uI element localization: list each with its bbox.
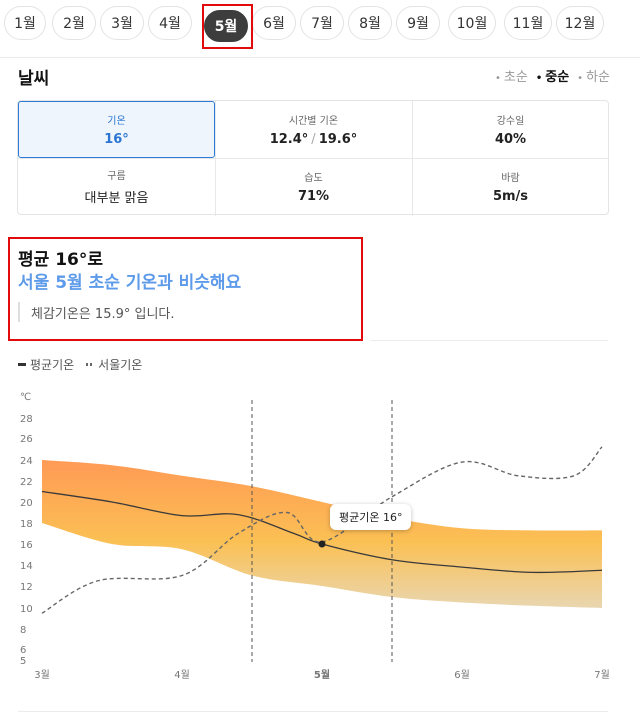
legend-item-average: 평균기온 — [18, 356, 74, 373]
cell-label: 바람 — [501, 173, 520, 184]
feels-like-text: 체감기온은 15.9° 입니다. — [18, 302, 175, 322]
cell-label: 시간별 기온 — [288, 116, 339, 127]
month-tab-8[interactable]: 8월 — [348, 6, 392, 40]
month-tab-6[interactable]: 6월 — [252, 6, 296, 40]
y-tick-label: 8 — [20, 625, 26, 636]
y-axis-unit: ℃ — [20, 392, 31, 403]
weather-grid: 기온 16° 시간별 기온 12.4°/19.6° 강수일 40% 구름 대부분… — [17, 100, 609, 216]
cell-humidity[interactable]: 습도 71% — [215, 158, 412, 215]
y-tick-label: 10 — [20, 604, 33, 615]
y-tick-label: 14 — [20, 561, 33, 572]
cell-value: 40% — [494, 132, 527, 147]
y-tick-label: 5 — [20, 656, 26, 667]
season-tab-3[interactable]: • 하순 — [577, 70, 610, 85]
summary-highlight — [8, 237, 363, 341]
y-tick-label: 24 — [20, 456, 33, 467]
season-tab-1[interactable]: • 초순 — [495, 70, 528, 85]
average-title: 평균 16°로 — [18, 250, 103, 270]
legend-label: 평균기온 — [30, 358, 75, 372]
x-tick-label: 7월 — [594, 669, 610, 681]
cell-value: 16° — [104, 132, 129, 147]
highlight-point — [318, 540, 326, 548]
month-tab-10[interactable]: 10월 — [448, 6, 496, 40]
month-tab-3[interactable]: 3월 — [100, 6, 144, 40]
chart-divider — [370, 340, 608, 341]
month-selector: 1월 2월 3월 4월 5월 6월 7월 8월 9월 10월 11월 12월 — [0, 6, 640, 42]
temperature-range-band — [42, 460, 602, 608]
month-tab-12[interactable]: 12월 — [556, 6, 604, 40]
temperature-chart: ℃ 56 8 10 12 14 16 18 20 22 24 26 28 3월 4월 5월 6월 7월 — [20, 392, 610, 681]
cell-temperature[interactable]: 기온 16° — [18, 101, 215, 158]
weather-title: 날씨 — [18, 69, 50, 89]
month-tab-1[interactable]: 1월 — [4, 6, 46, 40]
legend-item-seoul: 서울기온 — [86, 356, 142, 373]
average-subtitle: 서울 5월 초순 기온과 비슷해요 — [18, 273, 242, 293]
y-tick-label: 28 — [20, 414, 33, 425]
cell-label: 강수일 — [496, 116, 525, 127]
y-tick-label: 22 — [20, 477, 33, 488]
season-tab-2[interactable]: • 중순 — [535, 70, 570, 85]
cell-hourly-temperature[interactable]: 시간별 기온 12.4°/19.6° — [215, 101, 412, 158]
x-tick-label: 5월 — [314, 669, 330, 681]
y-tick-label: 26 — [20, 434, 33, 445]
cell-value: 5m/s — [492, 189, 529, 204]
cell-label: 구름 — [107, 171, 126, 182]
y-tick-label: 12 — [20, 582, 33, 593]
cell-value: 71% — [297, 189, 330, 204]
month-tab-11[interactable]: 11월 — [504, 6, 552, 40]
y-tick-label: 18 — [20, 519, 33, 530]
month-tab-5[interactable]: 5월 — [204, 10, 248, 42]
cell-precipitation[interactable]: 강수일 40% — [412, 101, 609, 158]
temp-separator: / — [311, 132, 316, 147]
cell-wind[interactable]: 바람 5m/s — [412, 158, 609, 215]
month-tab-4[interactable]: 4월 — [148, 6, 192, 40]
x-tick-label: 6월 — [454, 669, 470, 681]
season-tabs: • 초순 • 중순 • 하순 — [495, 66, 610, 85]
chart-tooltip: 평균기온 16° — [330, 504, 412, 530]
month-tab-7[interactable]: 7월 — [300, 6, 344, 40]
top-divider — [0, 57, 640, 58]
bottom-divider — [18, 711, 608, 712]
chart-legend: 평균기온 서울기온 — [18, 356, 142, 373]
cell-value: 12.4°/19.6° — [270, 132, 358, 147]
cell-cloud[interactable]: 구름 대부분 맑음 — [18, 158, 215, 215]
temp-high: 19.6° — [318, 132, 358, 147]
month-tab-2[interactable]: 2월 — [52, 6, 96, 40]
x-tick-label: 4월 — [174, 669, 190, 681]
legend-label: 서울기온 — [98, 358, 143, 372]
y-tick-label: 16 — [20, 540, 33, 551]
cell-value: 대부분 맑음 — [84, 191, 149, 206]
month-tab-9[interactable]: 9월 — [396, 6, 440, 40]
x-tick-label: 3월 — [34, 669, 50, 681]
selected-month-highlight — [202, 4, 253, 49]
temp-low: 12.4° — [269, 132, 309, 147]
cell-label: 기온 — [107, 116, 126, 127]
cell-label: 습도 — [304, 173, 323, 184]
series-line-average — [41, 490, 603, 574]
y-tick-label: 6 — [20, 645, 26, 656]
y-tick-label: 20 — [20, 498, 33, 509]
